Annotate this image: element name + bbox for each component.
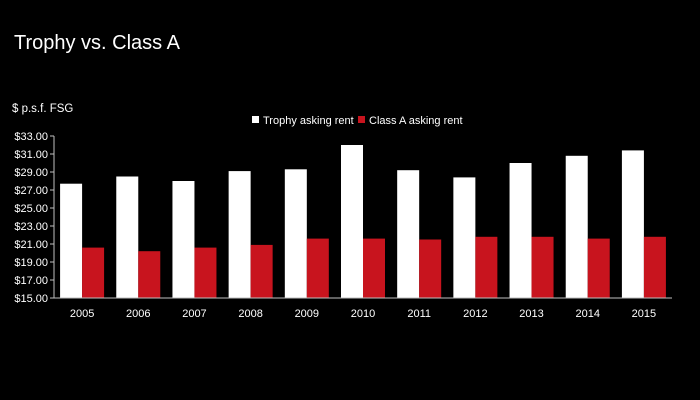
bar-trophy-2010 xyxy=(341,145,363,298)
bar-class-a-2005 xyxy=(82,247,105,298)
y-tick-label: $19.00 xyxy=(14,257,48,269)
legend: Trophy asking rent Class A asking rent xyxy=(252,115,463,127)
bars xyxy=(60,145,666,298)
x-tick-label: 2007 xyxy=(182,308,206,320)
x-tick-label: 2013 xyxy=(519,308,543,320)
chart-title: Trophy vs. Class A xyxy=(14,32,180,54)
y-axis-unit-label: $ p.s.f. FSG xyxy=(12,103,74,115)
bar-trophy-2005 xyxy=(60,183,83,298)
x-tick-label: 2015 xyxy=(632,308,656,320)
y-tick-label: $21.00 xyxy=(14,239,48,251)
y-tick-label: $27.00 xyxy=(14,185,48,197)
y-tick-label: $29.00 xyxy=(14,167,48,179)
bar-trophy-2013 xyxy=(509,163,532,298)
y-tick-label: $25.00 xyxy=(14,203,48,215)
legend-swatch-trophy xyxy=(252,116,259,123)
bar-class-a-2015 xyxy=(643,236,666,298)
x-tick-label: 2005 xyxy=(70,308,94,320)
bar-class-a-2014 xyxy=(587,238,610,298)
bar-trophy-2007 xyxy=(172,181,195,298)
bar-trophy-2015 xyxy=(621,150,644,298)
bar-class-a-2008 xyxy=(250,244,273,298)
y-axis: $15.00 $17.00 $19.00 $21.00 $23.00 $25.00 $27.… xyxy=(14,131,55,305)
bar-trophy-2009 xyxy=(284,169,307,298)
x-tick-label: 2012 xyxy=(463,308,487,320)
bar-class-a-2007 xyxy=(194,247,217,298)
y-tick-label: $23.00 xyxy=(14,221,48,233)
x-tick-label: 2008 xyxy=(238,308,262,320)
y-tick-label: $17.00 xyxy=(14,275,48,287)
bar-class-a-2012 xyxy=(475,236,498,298)
bar-class-a-2013 xyxy=(531,236,554,298)
bar-trophy-2008 xyxy=(228,171,251,298)
x-tick-label: 2011 xyxy=(407,308,431,320)
x-tick-label: 2014 xyxy=(575,308,599,320)
legend-label-class-a: Class A asking rent xyxy=(369,115,463,127)
x-axis: 2005 2006 2007 2008 2009 2010 2011 2012 2013 2014… xyxy=(54,297,672,320)
bar-trophy-2011 xyxy=(397,170,420,298)
bar-trophy-2012 xyxy=(453,177,476,298)
y-tick-label: $31.00 xyxy=(14,149,48,161)
bar-trophy-2006 xyxy=(116,176,139,298)
bar-class-a-2009 xyxy=(306,238,329,298)
y-tick-label: $15.00 xyxy=(14,293,48,305)
bar-class-a-2006 xyxy=(138,251,161,298)
bar-class-a-2011 xyxy=(419,239,442,298)
legend-swatch-class-a xyxy=(358,116,365,123)
x-tick-label: 2009 xyxy=(295,308,319,320)
legend-label-trophy: Trophy asking rent xyxy=(263,115,354,127)
x-tick-label: 2006 xyxy=(126,308,150,320)
bar-trophy-2014 xyxy=(565,155,588,298)
y-tick-label: $33.00 xyxy=(14,131,48,143)
bar-class-a-2010 xyxy=(363,238,385,298)
x-tick-label: 2010 xyxy=(351,308,375,320)
